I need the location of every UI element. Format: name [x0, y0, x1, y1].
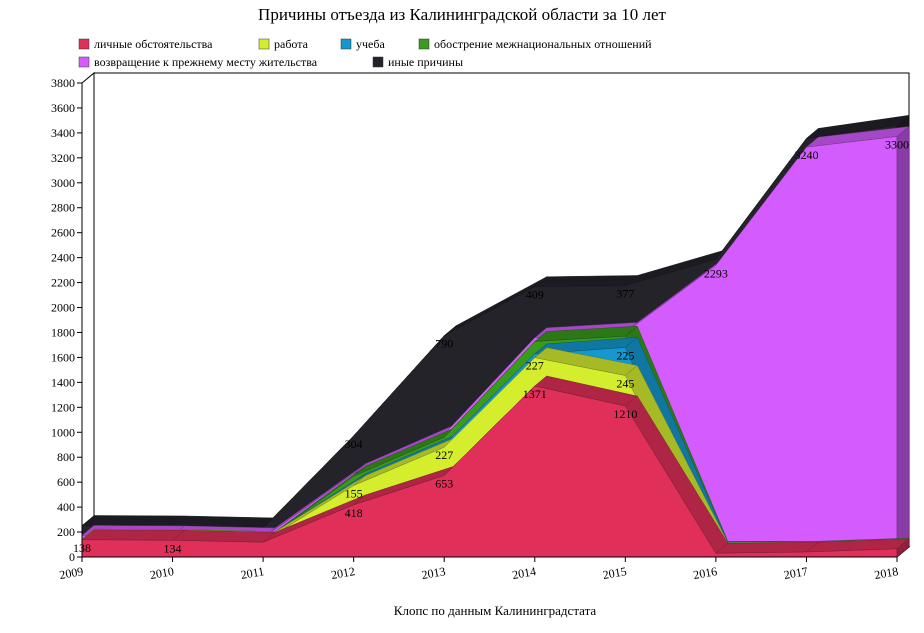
y-tick-label: 1600 [51, 350, 75, 364]
data-label: 653 [435, 477, 453, 491]
legend-swatch [372, 56, 384, 68]
data-label: 138 [73, 541, 91, 555]
data-label: 377 [616, 286, 634, 300]
legend-swatch [78, 38, 90, 50]
series-5-top-face [534, 275, 638, 287]
legend-label: работа [274, 37, 309, 51]
y-tick-label: 3800 [51, 76, 75, 90]
data-label: 1371 [523, 387, 547, 401]
series-5 [81, 114, 910, 539]
legend-item: обострение межнациональных отношений [418, 37, 652, 51]
data-label: 304 [345, 437, 363, 451]
series-4-end-face [896, 126, 910, 549]
chart-footer: Клопс по данным Калининградстата [394, 603, 597, 618]
legend-label: личные обстоятельства [94, 37, 213, 51]
data-label: 227 [435, 448, 453, 462]
legend-swatch [258, 38, 270, 50]
data-label: 409 [526, 288, 544, 302]
plot-area: 0 200 400 600 800 1000 1200 1400 1600 1800 2000 220… [51, 71, 911, 582]
legend-item: работа [258, 37, 309, 51]
data-labels: 138 134 418 653 1371 1210 155 227 227 245 225 2293 3… [73, 138, 909, 556]
legend-label: обострение межнациональных отношений [434, 37, 652, 51]
legend-item: возвращение к прежнему месту жительства [78, 55, 318, 69]
x-tick-label: 2014 [511, 564, 537, 582]
y-tick-label: 3400 [51, 126, 75, 140]
x-tick-label: 2018 [873, 564, 899, 582]
data-label: 790 [435, 337, 453, 351]
x-tick-label: 2012 [330, 564, 356, 582]
legend-swatch [78, 56, 90, 68]
y-tick-label: 200 [57, 525, 75, 539]
y-tick-label: 2200 [51, 276, 75, 290]
y-tick-label: 1200 [51, 400, 75, 414]
y-tick-label: 400 [57, 500, 75, 514]
data-label: 227 [526, 359, 544, 373]
y-tick-label: 2600 [51, 226, 75, 240]
legend-item: иные причины [372, 55, 463, 69]
y-tick-label: 3200 [51, 151, 75, 165]
y-tick-label: 600 [57, 475, 75, 489]
legend-item: личные обстоятельства [78, 37, 213, 51]
y-tick-label: 3000 [51, 176, 75, 190]
series-0-end-face [896, 538, 910, 558]
x-tick-label: 2016 [692, 564, 718, 582]
y-tick-label: 1800 [51, 325, 75, 339]
legend-swatch [340, 38, 352, 50]
data-label: 3300 [885, 138, 909, 152]
data-label: 225 [616, 348, 634, 362]
y-axis: 0 200 400 600 800 1000 1200 1400 1600 1800 2000 220… [51, 76, 82, 564]
y-tick-label: 3600 [51, 101, 75, 115]
legend-label: иные причины [388, 55, 463, 69]
y-tick-label: 0 [69, 550, 75, 564]
y-tick-label: 2400 [51, 251, 75, 265]
legend-item: учеба [340, 37, 385, 51]
data-label: 1210 [613, 407, 637, 421]
series-5-top-face [81, 515, 186, 527]
data-label: 3240 [794, 148, 818, 162]
legend-label: возвращение к прежнему месту жительства [94, 55, 318, 69]
y-tick-label: 1400 [51, 375, 75, 389]
x-tick-label: 2011 [240, 564, 266, 582]
y-tick-label: 1000 [51, 425, 75, 439]
x-axis: 2009 2010 2011 2012 2013 2014 2015 2016 2017 2018 [58, 557, 899, 582]
data-label: 245 [616, 377, 634, 391]
chart-title: Причины отъезда из Калининградской облас… [258, 5, 666, 24]
data-label: 418 [345, 506, 363, 520]
series-0 [81, 375, 910, 558]
y-tick-label: 2000 [51, 301, 75, 315]
y-tick-label: 800 [57, 450, 75, 464]
data-label: 155 [345, 487, 363, 501]
x-tick-label: 2009 [58, 564, 84, 582]
y-tick-label: 2800 [51, 201, 75, 215]
series-0-top-face [81, 529, 186, 541]
legend-swatch [418, 38, 430, 50]
x-tick-label: 2010 [149, 564, 175, 582]
x-tick-label: 2015 [602, 564, 628, 582]
series-0-top-face [715, 541, 820, 554]
legend-label: учеба [356, 37, 385, 51]
x-tick-label: 2013 [420, 564, 446, 582]
legend: личные обстоятельства работа учеба обострен… [78, 37, 652, 69]
data-label: 2293 [704, 266, 728, 280]
data-label: 134 [164, 541, 182, 555]
side-wall [81, 71, 95, 559]
x-tick-label: 2017 [783, 564, 809, 582]
